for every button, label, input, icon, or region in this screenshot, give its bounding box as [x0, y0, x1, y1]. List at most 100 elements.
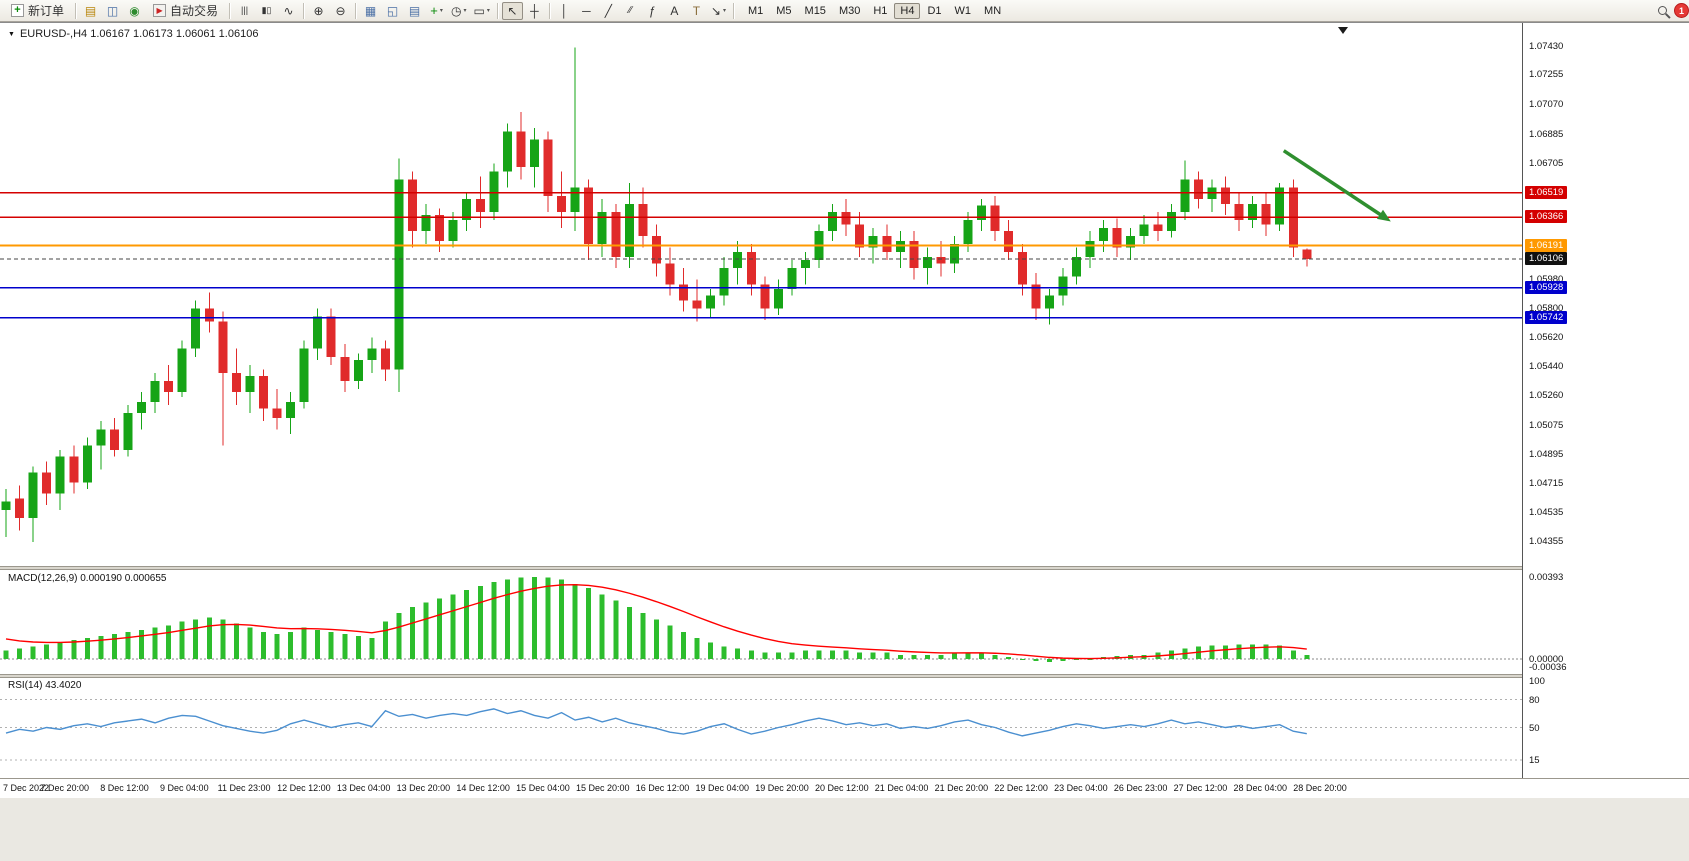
profiles-button[interactable]: ▤	[80, 2, 101, 20]
price-label: 1.04895	[1529, 449, 1564, 461]
charts-window-button[interactable]: ◫	[102, 2, 123, 20]
zoom-in-button[interactable]: ⊕	[308, 2, 329, 20]
macd-histogram-bar	[762, 652, 768, 659]
time-axis[interactable]: 7 Dec 2022 7 Dec 20:00 8 Dec 12:00 9 Dec 04…	[0, 778, 1689, 798]
macd-canvas[interactable]	[0, 570, 1522, 675]
timeframe-mn[interactable]: MN	[984, 4, 1002, 17]
autotrade-button[interactable]: ▶ 自动交易	[146, 2, 225, 20]
fibonacci-button[interactable]: ƒ	[642, 2, 663, 20]
zoom-out-button[interactable]: ⊖	[330, 2, 351, 20]
candle-up	[773, 289, 783, 309]
trend-arrow-annotation[interactable]	[1282, 149, 1391, 222]
chart-shift-marker[interactable]	[1338, 27, 1348, 34]
candle-up	[1071, 256, 1081, 277]
periods-button[interactable]: ◷ ▾	[448, 2, 470, 20]
crosshair-icon: ┼	[530, 3, 539, 18]
candle-up	[597, 211, 607, 245]
macd-histogram-bar	[260, 631, 266, 659]
charts-grid-icon: ◫	[106, 3, 119, 18]
candle-up	[570, 187, 580, 212]
support-line-lower-badge: 1.05742	[1525, 310, 1568, 324]
macd-histogram-bar	[1250, 644, 1256, 659]
new-order-button[interactable]: + 新订单	[4, 2, 71, 20]
cascade-windows-button[interactable]: ◱	[382, 2, 403, 20]
macd-histogram-bar	[559, 579, 565, 659]
timeframe-m15[interactable]: M15	[804, 4, 826, 17]
candle-up	[1207, 187, 1217, 199]
candlestick-button[interactable]: ▮▯	[256, 2, 277, 20]
price-label: 1.05440	[1529, 361, 1564, 373]
macd-histogram-bar	[1033, 659, 1039, 662]
macd-histogram-bar	[1236, 644, 1242, 659]
pane-divider-macd[interactable]	[0, 566, 1689, 570]
tile-windows-button[interactable]: ▦	[360, 2, 381, 20]
candle-down	[692, 300, 702, 309]
candle-up	[1085, 240, 1095, 257]
timeframe-h4[interactable]: H4	[894, 2, 921, 19]
indicators-button[interactable]: + ▾	[426, 2, 447, 20]
candle-up	[394, 179, 404, 370]
candle-up	[421, 215, 431, 232]
macd-histogram-bar	[721, 646, 727, 659]
cursor-button[interactable]: ↖	[501, 1, 523, 20]
one-click-trading-toggle[interactable]: ▼	[8, 30, 15, 38]
hline-icon: ─	[582, 3, 591, 18]
search-icon	[1658, 6, 1667, 15]
macd-histogram-bar	[1263, 644, 1269, 659]
notification-badge[interactable]: 1	[1674, 3, 1689, 18]
timeframe-m30[interactable]: M30	[838, 4, 861, 17]
macd-histogram-bar	[152, 627, 158, 659]
macd-histogram-bar	[911, 654, 917, 659]
macd-axis-label: -0.00036	[1529, 661, 1567, 673]
toolbar-separator	[355, 2, 357, 19]
bar-chart-button[interactable]: |||	[234, 2, 255, 20]
chart-ohlc-title: EURUSD-,H4 1.06167 1.06173 1.06061 1.061…	[19, 28, 259, 40]
price-label: 1.05800	[1529, 303, 1564, 315]
crosshair-button[interactable]: ┼	[524, 2, 545, 20]
label-button[interactable]: T	[686, 2, 707, 20]
price-axis[interactable]: 1.07430 1.07255 1.07070 1.06885 1.06705 1.059…	[1522, 23, 1689, 778]
arrange-windows-button[interactable]: ▤	[404, 2, 425, 20]
timeframe-h1[interactable]: H1	[873, 4, 888, 17]
line-chart-button[interactable]: ∿	[278, 2, 299, 20]
timeframe-m1[interactable]: M1	[747, 4, 764, 17]
vline-button[interactable]: │	[554, 2, 575, 20]
periods-icon: ◷	[451, 3, 462, 18]
arrows-icon: ↘	[710, 3, 721, 18]
timeframe-d1[interactable]: D1	[927, 4, 942, 17]
timeframe-w1[interactable]: W1	[954, 4, 972, 17]
trendline-button[interactable]: ╱	[598, 2, 619, 20]
tile-windows-icon: ▦	[364, 3, 377, 18]
time-axis-label: 28 Dec 20:00	[1293, 783, 1347, 793]
price-label: 1.05260	[1529, 390, 1564, 402]
candle-down	[760, 284, 770, 309]
chart-title-bar: ▼ EURUSD-,H4 1.06167 1.06173 1.06061 1.0…	[8, 28, 258, 40]
time-axis-label: 27 Dec 12:00	[1173, 783, 1228, 793]
toolbar-separator	[548, 2, 550, 19]
arrows-button[interactable]: ↘ ▾	[708, 2, 729, 20]
candle-down	[1004, 231, 1014, 253]
time-axis-label: 9 Dec 04:00	[160, 783, 209, 793]
candle-down	[42, 472, 52, 494]
search-button[interactable]	[1652, 2, 1673, 20]
macd-histogram-bar	[518, 577, 524, 659]
hline-button[interactable]: ─	[576, 2, 597, 20]
toolbar: + 新订单 ▤ ◫ ◉ ▶ 自动交易 ||| ▮▯ ∿ ⊕ ⊖ ▦ ◱ ▤ + ▾ ◷ ▾ ▭ ▾ ↖ ┼ │ ─ ╱ ∕∕ ƒ A T ↘…	[0, 0, 1689, 22]
rsi-canvas[interactable]	[0, 677, 1522, 778]
chevron-down-icon: ▾	[722, 8, 726, 14]
text-button[interactable]: A	[664, 2, 685, 20]
new-chart-button[interactable]: ◉	[124, 2, 145, 20]
candle-up	[353, 360, 363, 381]
channel-button[interactable]: ∕∕	[620, 2, 641, 20]
templates-button[interactable]: ▭ ▾	[471, 2, 493, 20]
chart-window[interactable]: ▼ EURUSD-,H4 1.06167 1.06173 1.06061 1.0…	[0, 22, 1689, 798]
candle-down	[258, 376, 268, 409]
profiles-icon: ▤	[84, 3, 97, 18]
toolbar-separator	[496, 2, 498, 19]
macd-histogram-bar	[57, 642, 63, 659]
candle-down	[69, 456, 79, 483]
timeframe-m5[interactable]: M5	[776, 4, 792, 17]
main-chart-canvas[interactable]	[0, 25, 1522, 567]
pane-divider-rsi[interactable]	[0, 674, 1689, 678]
macd-histogram-bar	[315, 629, 321, 659]
